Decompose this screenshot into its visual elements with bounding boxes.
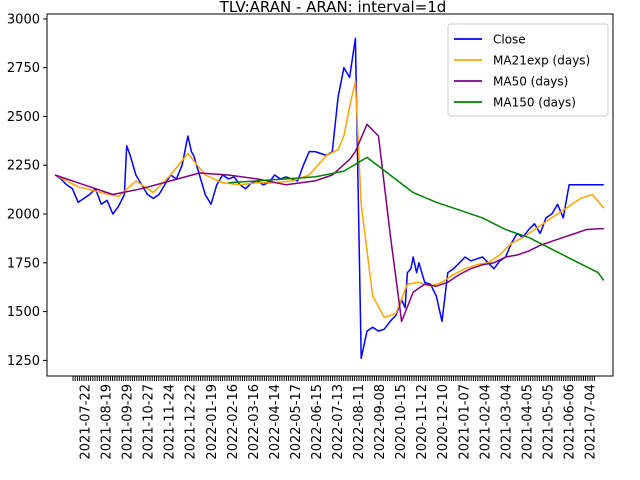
- x-tick-label-15: 2020-10-15: [394, 384, 409, 460]
- x-tick-label-22: 2021-05-05: [541, 384, 556, 460]
- x-tick-label-24: 2021-07-04: [584, 384, 599, 460]
- x-tick-label-21: 2021-04-05: [520, 384, 535, 460]
- x-tick-label-9: 2022-04-14: [268, 384, 283, 460]
- x-tick-label-20: 2021-03-04: [499, 384, 514, 460]
- y-axis: 1250 1500 1750 2000 2250 2500 2750 3000: [7, 12, 47, 369]
- x-tick-label-3: 2021-10-27: [142, 384, 157, 460]
- x-tick-label-0: 2021-07-22: [79, 384, 94, 460]
- x-tick-label-1: 2021-08-19: [100, 384, 115, 460]
- y-tick-label-5: 2500: [7, 110, 40, 125]
- x-tick-label-13: 2022-08-11: [352, 384, 367, 460]
- x-tick-label-19: 2021-02-04: [478, 384, 493, 460]
- legend-label-3: MA150 (days): [493, 96, 576, 110]
- x-tick-label-2: 2021-09-29: [121, 384, 136, 460]
- x-tick-label-6: 2022-01-19: [205, 384, 220, 460]
- x-axis: 2021-07-22 2021-08-19 2021-09-29 2021-10-27…: [72, 376, 599, 460]
- series-line-2: [54, 123, 604, 323]
- legend-label-2: MA50 (days): [493, 75, 568, 89]
- y-tick-label-4: 2250: [7, 159, 40, 174]
- series-layer: [54, 37, 605, 360]
- legend-box: [447, 23, 609, 117]
- x-tick-label-18: 2021-01-07: [457, 384, 472, 460]
- chart-title: TLV:ARAN - ARAN: interval=1d: [219, 0, 447, 16]
- y-tick-label-6: 2750: [7, 61, 40, 76]
- x-tick-label-23: 2021-06-06: [563, 384, 578, 460]
- series-line-3: [228, 156, 605, 281]
- x-tick-label-8: 2022-03-16: [247, 384, 262, 460]
- x-tick-label-17: 2020-12-10: [436, 384, 451, 460]
- x-tick-label-4: 2021-11-24: [163, 384, 178, 460]
- legend-label-0: Close: [493, 33, 526, 47]
- y-tick-label-1: 1500: [7, 305, 40, 320]
- y-tick-label-3: 2000: [7, 208, 40, 223]
- x-tick-label-14: 2022-09-08: [373, 384, 388, 460]
- x-tick-label-11: 2022-06-15: [310, 384, 325, 460]
- x-tick-label-5: 2021-12-22: [184, 384, 199, 460]
- y-tick-label-7: 3000: [7, 12, 40, 27]
- x-tick-label-16: 2020-11-12: [415, 384, 430, 460]
- legend: Close MA21exp (days) MA50 (days) MA150 (day…: [447, 23, 609, 117]
- x-tick-label-12: 2022-07-13: [331, 384, 346, 460]
- series-line-1: [54, 80, 605, 319]
- legend-label-1: MA21exp (days): [493, 54, 590, 68]
- x-tick-label-7: 2022-02-16: [226, 384, 241, 460]
- y-tick-label-2: 1750: [7, 256, 40, 271]
- y-tick-label-0: 1250: [7, 354, 40, 369]
- x-tick-label-10: 2022-05-17: [289, 384, 304, 460]
- series-line-0: [54, 37, 604, 360]
